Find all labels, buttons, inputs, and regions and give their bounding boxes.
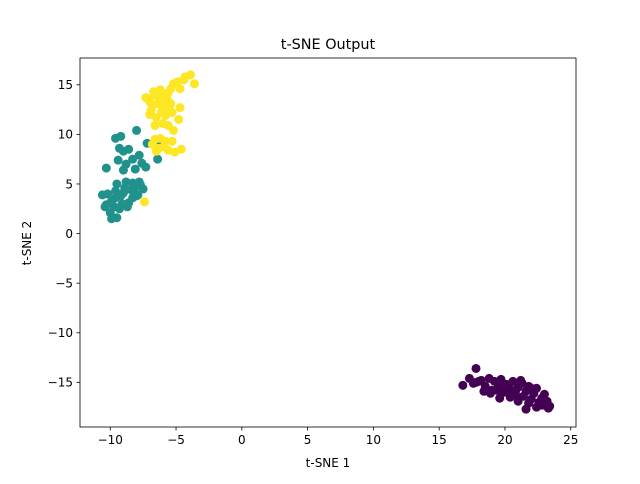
cluster-purple-point-46 <box>500 382 510 392</box>
cluster-yellow-point-36 <box>150 120 160 130</box>
cluster-yellow-point-29 <box>176 144 186 154</box>
cluster-yellow-point-41 <box>157 107 167 117</box>
cluster-yellow-point-17 <box>175 103 185 113</box>
x-tick-label: 15 <box>432 433 447 447</box>
cluster-yellow-point-46 <box>141 93 151 103</box>
y-tick-label: 5 <box>65 177 73 191</box>
cluster-teal-point-46 <box>132 191 142 201</box>
cluster-teal-point-14 <box>141 162 151 172</box>
cluster-purple-point-1 <box>458 380 468 390</box>
cluster-yellow-point-37 <box>159 141 169 151</box>
cluster-teal-point-1 <box>116 131 126 141</box>
cluster-teal-point-39 <box>124 198 134 208</box>
x-ticks: −10 −5 0 5 10 15 20 25 <box>98 427 578 447</box>
cluster-yellow-point-33 <box>153 99 163 109</box>
cluster-purple-point-39 <box>517 378 527 388</box>
cluster-teal-point-47 <box>114 204 124 214</box>
cluster-yellow-point-34 <box>164 105 174 115</box>
cluster-teal-point-2 <box>132 125 142 135</box>
cluster-purple-point-14 <box>508 376 518 386</box>
cluster-teal-point-19 <box>112 179 122 189</box>
cluster-yellow-point-4 <box>175 84 185 94</box>
chart-title: t-SNE Output <box>281 37 376 53</box>
cluster-teal-point-10 <box>130 164 140 174</box>
cluster-yellow-point-30 <box>139 197 149 207</box>
cluster-purple-point-29 <box>539 389 549 399</box>
cluster-teal-point-9 <box>134 150 144 160</box>
cluster-purple-point-36 <box>479 386 489 396</box>
x-tick-label: 25 <box>563 433 578 447</box>
cluster-yellow-point-15 <box>151 113 161 123</box>
y-tick-label: 10 <box>58 128 73 142</box>
x-tick-label: −10 <box>98 433 123 447</box>
y-tick-label: −5 <box>55 276 73 290</box>
cluster-teal-point-28 <box>97 190 107 200</box>
x-tick-label: 20 <box>497 433 512 447</box>
cluster-purple-point-32 <box>513 396 523 406</box>
cluster-yellow-point-38 <box>180 72 190 82</box>
cluster-teal-point-12 <box>101 163 111 173</box>
cluster-yellow-point-39 <box>166 84 176 94</box>
plot-frame <box>79 57 577 428</box>
cluster-purple-point-44 <box>543 403 553 413</box>
cluster-yellow-point-43 <box>151 146 161 156</box>
y-axis-label: t-SNE 2 <box>20 221 34 266</box>
cluster-yellow-point-25 <box>147 139 157 149</box>
cluster-teal-point-5 <box>124 144 134 154</box>
cluster-teal-point-38 <box>100 202 110 212</box>
cluster-yellow-point-45 <box>149 87 159 97</box>
points-layer <box>97 70 555 414</box>
y-tick-label: −15 <box>48 376 73 390</box>
cluster-teal-point-45 <box>111 193 121 203</box>
y-ticks: −15 −10 −5 0 5 10 15 <box>48 78 80 390</box>
x-tick-label: 10 <box>366 433 381 447</box>
cluster-yellow-point-44 <box>159 98 169 108</box>
cluster-yellow-point-40 <box>146 106 156 116</box>
cluster-teal-point-44 <box>120 183 130 193</box>
y-tick-label: 0 <box>65 227 73 241</box>
cluster-purple-point-45 <box>524 398 534 408</box>
cluster-yellow-point-31 <box>158 90 168 100</box>
cluster-purple-point-34 <box>495 393 505 403</box>
cluster-yellow-point-47 <box>174 115 184 124</box>
x-tick-label: −5 <box>167 433 185 447</box>
cluster-teal-point-16 <box>153 154 163 164</box>
x-tick-label: 0 <box>238 433 246 447</box>
cluster-purple-point-42 <box>492 385 502 395</box>
cluster-teal-point-41 <box>105 208 115 218</box>
cluster-teal-point-13 <box>118 165 128 175</box>
x-axis-label: t-SNE 1 <box>306 456 351 470</box>
cluster-teal-point-8 <box>128 154 138 164</box>
cluster-purple-point-47 <box>474 376 484 386</box>
cluster-teal-point-23 <box>138 184 148 194</box>
y-tick-label: −10 <box>48 326 73 340</box>
cluster-purple-point-38 <box>526 383 536 393</box>
cluster-yellow-point-24 <box>167 136 177 146</box>
y-tick-label: 15 <box>58 78 73 92</box>
cluster-teal-point-43 <box>134 177 144 187</box>
cluster-yellow-point-42 <box>163 120 173 130</box>
cluster-yellow-point-2 <box>189 79 199 89</box>
cluster-yellow-point-32 <box>172 77 182 87</box>
cluster-teal-point-6 <box>113 155 123 165</box>
cluster-purple-point-0 <box>471 363 481 373</box>
x-tick-label: 5 <box>304 433 312 447</box>
